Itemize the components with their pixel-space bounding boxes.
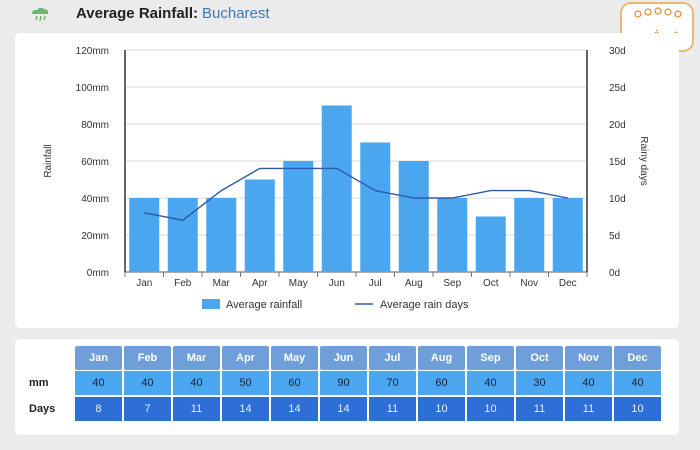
table-cell-mm: 40 (75, 371, 122, 395)
y-tick-label: 0mm (87, 268, 109, 279)
chart-card: 0mm 20mm 40mm 60mm 80mm 100mm 120mm 0d 5d 10d 15d 2… (15, 33, 679, 328)
table-cell-mm: 40 (467, 371, 514, 395)
x-tick-label: Jan (136, 278, 152, 289)
bar (552, 198, 583, 272)
y-tick-label: 60mm (81, 157, 109, 168)
table-cell-days: 10 (614, 397, 661, 421)
table-cell-days: 11 (173, 397, 220, 421)
y-tick-label: 40mm (81, 194, 109, 205)
table-header-cell: Sep (467, 346, 514, 370)
x-tick-label: Oct (483, 278, 499, 289)
y2-tick-label: 20d (609, 120, 626, 131)
bar (283, 161, 314, 272)
title-label: Average Rainfall: (76, 5, 198, 22)
y-tick-label: 100mm (76, 83, 109, 94)
x-tick-label: Sep (443, 278, 461, 289)
table-cell-days: 11 (516, 397, 563, 421)
rain-days-line (144, 167, 568, 221)
x-tick-label: Apr (252, 278, 268, 289)
table-header-cell: Oct (516, 346, 563, 370)
table-cell-mm: 90 (320, 371, 367, 395)
y-tick-label: 20mm (81, 231, 109, 242)
table-header-cell: Feb (124, 346, 171, 370)
x-tick-label: Aug (405, 278, 423, 289)
legend-label-rain-days: Average rain days (380, 299, 469, 311)
table-cell-days: 10 (418, 397, 465, 421)
table-cell-mm: 60 (418, 371, 465, 395)
page-title: Average Rainfall: Bucharest (76, 5, 270, 22)
x-tick-label: Mar (213, 278, 231, 289)
table-header-cell: Jun (320, 346, 367, 370)
y2-tick-label: 10d (609, 194, 626, 205)
table-cell-days: 8 (75, 397, 122, 421)
x-tick-label: Jun (329, 278, 345, 289)
table-header-cell: Mar (173, 346, 220, 370)
table-cell-mm: 40 (173, 371, 220, 395)
table-header-cell: Apr (222, 346, 269, 370)
bar (206, 198, 237, 272)
days-row-label: Days (29, 403, 56, 415)
mm-row-label: mm (29, 377, 49, 389)
table-cell-mm: 40 (124, 371, 171, 395)
table-cell-mm: 50 (222, 371, 269, 395)
bar (129, 198, 160, 272)
legend-label-rainfall: Average rainfall (226, 299, 302, 311)
table-cell-days: 14 (271, 397, 318, 421)
bar (321, 105, 352, 272)
bar (360, 142, 391, 272)
table-cell-mm: 30 (516, 371, 563, 395)
x-tick-label: Feb (174, 278, 192, 289)
table-cell-days: 11 (565, 397, 612, 421)
table-header-cell: Nov (565, 346, 612, 370)
rain-cloud-icon (32, 7, 49, 22)
table-cell-days: 11 (369, 397, 416, 421)
y2-tick-label: 5d (609, 231, 620, 242)
rainfall-chart: 0mm 20mm 40mm 60mm 80mm 100mm 120mm 0d 5d 10d 15d 2… (43, 46, 649, 311)
table-cell-mm: 70 (369, 371, 416, 395)
bar (398, 161, 429, 272)
city-name: Bucharest (202, 5, 270, 22)
bar (437, 198, 468, 272)
x-tick-label: Dec (559, 278, 577, 289)
data-table: Jan Feb Mar Apr May Jun Jul Aug Sep Oct Nov Dec mm … (15, 339, 679, 435)
y2-axis-label: Rainy days (638, 136, 649, 185)
bar (514, 198, 545, 272)
table-header-cell: May (271, 346, 318, 370)
table-cell-days: 14 (222, 397, 269, 421)
y-tick-label: 80mm (81, 120, 109, 131)
x-tick-label: Nov (520, 278, 538, 289)
table-cell-mm: 60 (271, 371, 318, 395)
table-header-cell: Dec (614, 346, 661, 370)
legend-swatch-rainfall (202, 299, 220, 309)
y2-tick-label: 25d (609, 83, 626, 94)
bar (167, 198, 198, 272)
table-cell-days: 7 (124, 397, 171, 421)
table-header-cell: Jul (369, 346, 416, 370)
y2-tick-label: 30d (609, 46, 626, 57)
y2-tick-label: 15d (609, 157, 626, 168)
table-cell-days: 14 (320, 397, 367, 421)
y-tick-label: 120mm (76, 46, 109, 57)
header: Average Rainfall: Bucharest (0, 0, 700, 28)
table-cell-mm: 40 (565, 371, 612, 395)
bar (244, 179, 275, 272)
table-cell-days: 10 (467, 397, 514, 421)
y-axis-label: Rainfall (43, 144, 54, 177)
table-cell-mm: 40 (614, 371, 661, 395)
table-header-cell: Aug (418, 346, 465, 370)
bar (475, 216, 506, 272)
table-header-cell: Jan (75, 346, 122, 370)
y2-tick-label: 0d (609, 268, 620, 279)
x-tick-label: Jul (369, 278, 382, 289)
x-tick-label: May (289, 278, 308, 289)
